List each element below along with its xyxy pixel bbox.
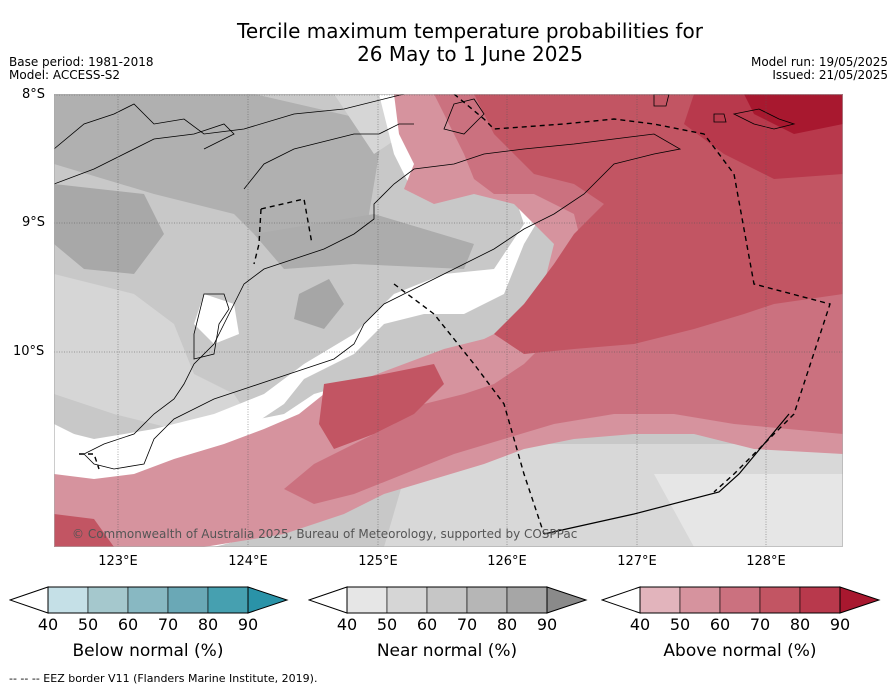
- copyright-notice: © Commonwealth of Australia 2025, Bureau…: [72, 527, 578, 541]
- near-swatch-1: [346, 586, 388, 614]
- tick: 40: [629, 615, 651, 634]
- near-normal-colorbar: [308, 586, 588, 614]
- above-normal-80-southwest: [54, 514, 114, 547]
- tick: 80: [496, 615, 518, 634]
- eez-borders: [79, 94, 831, 535]
- title-line-1: Tercile maximum temperature probabilitie…: [237, 19, 703, 43]
- above-swatch-2: [679, 586, 721, 614]
- tick: 80: [789, 615, 811, 634]
- below-swatch-4: [167, 586, 209, 614]
- near-normal-dark-north: [54, 94, 384, 254]
- lon-label-125e: 125°E: [358, 554, 398, 569]
- model-run: Model run: 19/05/2025: [750, 55, 888, 69]
- above-swatch-1: [639, 586, 681, 614]
- meta-left: Base period: 1981-2018 Model: ACCESS-S2: [9, 56, 154, 82]
- tick: 50: [669, 615, 691, 634]
- below-upper-arrow: [247, 586, 289, 614]
- lon-label-128e: 128°E: [746, 554, 786, 569]
- meta-right: Model run: 19/05/2025 Issued: 21/05/2025: [751, 56, 888, 82]
- above-swatch-4: [759, 586, 801, 614]
- near-normal-title: Near normal (%): [376, 641, 518, 661]
- tick: 90: [237, 615, 259, 634]
- below-normal-title: Below normal (%): [72, 641, 224, 661]
- tick: 60: [709, 615, 731, 634]
- title-line-2: 26 May to 1 June 2025: [357, 42, 583, 66]
- below-normal-colorbar: [9, 586, 289, 614]
- coastlines: [54, 94, 796, 470]
- lon-label-126e: 126°E: [487, 554, 527, 569]
- base-period: Base period: 1981-2018: [9, 55, 154, 69]
- above-upper-arrow: [839, 586, 881, 614]
- near-lower-arrow: [308, 586, 348, 614]
- above-lower-arrow: [601, 586, 641, 614]
- tick: 40: [37, 615, 59, 634]
- map-title: Tercile maximum temperature probabilitie…: [170, 20, 770, 66]
- issued-date: Issued: 21/05/2025: [772, 68, 888, 82]
- tick: 50: [77, 615, 99, 634]
- tick: 80: [197, 615, 219, 634]
- graticule: [54, 94, 843, 547]
- model-name: Model: ACCESS-S2: [9, 68, 121, 82]
- near-normal-light-west: [54, 274, 254, 439]
- above-normal-max: [744, 94, 843, 134]
- near-normal-south-light: [654, 474, 843, 547]
- tick: 70: [157, 615, 179, 634]
- tick: 40: [336, 615, 358, 634]
- lon-label-127e: 127°E: [617, 554, 657, 569]
- probability-map: [54, 94, 843, 547]
- below-lower-arrow: [9, 586, 49, 614]
- lon-label-124e: 124°E: [228, 554, 268, 569]
- tick: 70: [749, 615, 771, 634]
- lon-label-123e: 123°E: [98, 554, 138, 569]
- tick: 60: [117, 615, 139, 634]
- near-swatch-3: [426, 586, 468, 614]
- near-swatch-2: [386, 586, 428, 614]
- below-swatch-2: [87, 586, 129, 614]
- tick: 60: [416, 615, 438, 634]
- lat-label-8s: 8°S: [22, 87, 46, 102]
- near-swatch-5: [506, 586, 548, 614]
- below-swatch-1: [47, 586, 89, 614]
- tick: 90: [829, 615, 851, 634]
- above-normal-title: Above normal (%): [663, 641, 817, 661]
- above-normal-80-south: [319, 364, 444, 449]
- eez-solid-segment: [543, 413, 790, 535]
- tick: 50: [376, 615, 398, 634]
- tick: 90: [536, 615, 558, 634]
- above-swatch-5: [799, 586, 841, 614]
- above-normal-colorbar: [601, 586, 881, 614]
- near-normal-dark-patch: [294, 279, 344, 329]
- near-upper-arrow: [546, 586, 588, 614]
- below-swatch-5: [207, 586, 249, 614]
- above-swatch-3: [719, 586, 761, 614]
- lat-label-9s: 9°S: [22, 215, 46, 230]
- tick: 70: [456, 615, 478, 634]
- lat-label-10s: 10°S: [13, 344, 45, 359]
- near-normal-dark-west: [54, 184, 164, 274]
- eez-footnote: -- -- -- EEZ border V11 (Flanders Marine…: [9, 672, 318, 685]
- below-swatch-3: [127, 586, 169, 614]
- map-frame: [54, 94, 843, 547]
- near-swatch-4: [466, 586, 508, 614]
